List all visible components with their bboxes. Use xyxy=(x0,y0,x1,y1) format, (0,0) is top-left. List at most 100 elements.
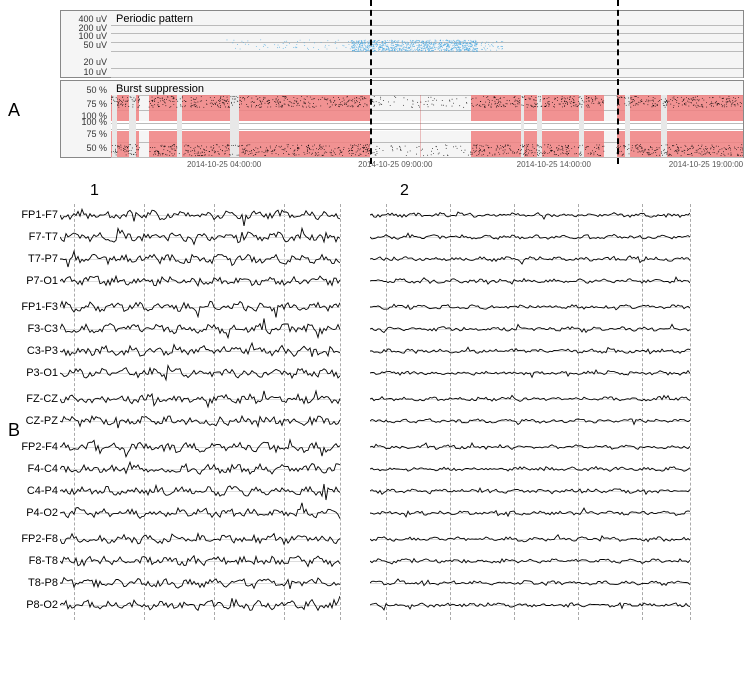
eeg-channel-label: F3-C3 xyxy=(10,323,58,335)
periodic-grid xyxy=(111,25,743,77)
eeg-row xyxy=(370,362,690,384)
eeg-trace xyxy=(370,410,690,432)
eeg-trace xyxy=(60,594,340,616)
eeg-row xyxy=(370,388,690,410)
burst-ytick: 100 % xyxy=(81,117,107,127)
eeg-trace xyxy=(370,226,690,248)
periodic-title: Periodic pattern xyxy=(116,13,193,25)
eeg-row: P4-O2 xyxy=(60,502,340,524)
eeg-row: P3-O1 xyxy=(60,362,340,384)
periodic-ytick: 50 uV xyxy=(83,40,107,50)
eeg-trace xyxy=(60,362,340,384)
eeg-row xyxy=(370,270,690,292)
eeg-trace xyxy=(370,340,690,362)
burst-title: Burst suppression xyxy=(116,83,204,95)
eeg-trace xyxy=(370,502,690,524)
eeg-row xyxy=(370,436,690,458)
eeg-trace xyxy=(370,594,690,616)
eeg-trace xyxy=(370,436,690,458)
eeg-trace xyxy=(370,248,690,270)
eeg-channel-label: P4-O2 xyxy=(10,507,58,519)
eeg-channel-label: FP1-F7 xyxy=(10,209,58,221)
eeg-row xyxy=(370,340,690,362)
eeg-row xyxy=(370,296,690,318)
periodic-scatter xyxy=(111,25,743,77)
burst-ytick: 50 % xyxy=(86,85,107,95)
eeg-row xyxy=(370,226,690,248)
burst-scatter xyxy=(111,95,743,157)
eeg-row: FP1-F7 xyxy=(60,204,340,226)
eeg-row xyxy=(370,528,690,550)
eeg-trace xyxy=(60,248,340,270)
eeg-row: P7-O1 xyxy=(60,270,340,292)
eeg-row: FP1-F3 xyxy=(60,296,340,318)
eeg-channel-label: FZ-CZ xyxy=(10,393,58,405)
eeg-trace xyxy=(60,410,340,432)
eeg-channel-label: CZ-PZ xyxy=(10,415,58,427)
eeg-row: F4-C4 xyxy=(60,458,340,480)
eeg-trace xyxy=(60,436,340,458)
eeg-trace xyxy=(370,296,690,318)
x-tick: 2014-10-25 04:00:00 xyxy=(187,160,261,169)
eeg-row xyxy=(370,248,690,270)
eeg-row xyxy=(370,458,690,480)
eeg-trace xyxy=(370,362,690,384)
eeg-channel-label: P3-O1 xyxy=(10,367,58,379)
eeg-trace xyxy=(370,572,690,594)
periodic-pattern-chart: Periodic pattern 400 uV200 uV100 uV50 uV… xyxy=(60,10,744,78)
eeg-trace xyxy=(60,388,340,410)
eeg-row: CZ-PZ xyxy=(60,410,340,432)
eeg-row xyxy=(370,318,690,340)
eeg-trace xyxy=(60,340,340,362)
eeg-col1-label: 1 xyxy=(90,182,99,200)
eeg-row: FP2-F4 xyxy=(60,436,340,458)
x-tick: 2014-10-25 14:00:00 xyxy=(517,160,591,169)
burst-suppression-chart: Burst suppression 50 %75 %100 %100 %75 %… xyxy=(60,80,744,158)
eeg-row xyxy=(370,572,690,594)
eeg-col2-label: 2 xyxy=(400,182,409,200)
periodic-ytick: 10 uV xyxy=(83,67,107,77)
eeg-trace xyxy=(370,480,690,502)
panel-a-label: A xyxy=(8,100,20,121)
eeg-row: FP2-F8 xyxy=(60,528,340,550)
eeg-panels: 1 FP1-F7F7-T7T7-P7P7-O1FP1-F3F3-C3C3-P3P… xyxy=(60,204,744,640)
eeg-row: F7-T7 xyxy=(60,226,340,248)
eeg-trace xyxy=(60,502,340,524)
eeg-trace xyxy=(60,572,340,594)
burst-ytick: 75 % xyxy=(86,99,107,109)
marker-1-line xyxy=(370,0,372,164)
eeg-trace xyxy=(60,458,340,480)
eeg-vline xyxy=(340,204,341,620)
x-tick: 2014-10-25 19:00:00 xyxy=(669,160,743,169)
eeg-trace xyxy=(60,480,340,502)
eeg-trace xyxy=(60,296,340,318)
eeg-trace xyxy=(370,318,690,340)
eeg-channel-label: T7-P7 xyxy=(10,253,58,265)
eeg-channel-label: FP2-F4 xyxy=(10,441,58,453)
eeg-channel-label: P7-O1 xyxy=(10,275,58,287)
eeg-trace xyxy=(60,204,340,226)
eeg-channel-label: T8-P8 xyxy=(10,577,58,589)
eeg-channel-label: FP2-F8 xyxy=(10,533,58,545)
eeg-column-2: 2 xyxy=(370,204,690,620)
eeg-trace xyxy=(370,270,690,292)
eeg-trace xyxy=(60,226,340,248)
eeg-row: F3-C3 xyxy=(60,318,340,340)
eeg-channel-label: F8-T8 xyxy=(10,555,58,567)
eeg-trace xyxy=(370,528,690,550)
eeg-row: P8-O2 xyxy=(60,594,340,616)
burst-grid xyxy=(111,95,743,157)
x-axis: 2014-10-25 04:00:002014-10-25 09:00:0020… xyxy=(110,160,744,174)
eeg-channel-label: P8-O2 xyxy=(10,599,58,611)
eeg-channel-label: C4-P4 xyxy=(10,485,58,497)
burst-y-axis: 50 %75 %100 %100 %75 %50 % xyxy=(61,81,111,157)
eeg-trace xyxy=(370,388,690,410)
eeg-trace xyxy=(370,550,690,572)
eeg-channel-label: C3-P3 xyxy=(10,345,58,357)
eeg-row: FZ-CZ xyxy=(60,388,340,410)
burst-ytick: 75 % xyxy=(86,129,107,139)
eeg-row xyxy=(370,410,690,432)
marker-2-line xyxy=(617,0,619,164)
eeg-trace xyxy=(60,528,340,550)
eeg-row xyxy=(370,594,690,616)
